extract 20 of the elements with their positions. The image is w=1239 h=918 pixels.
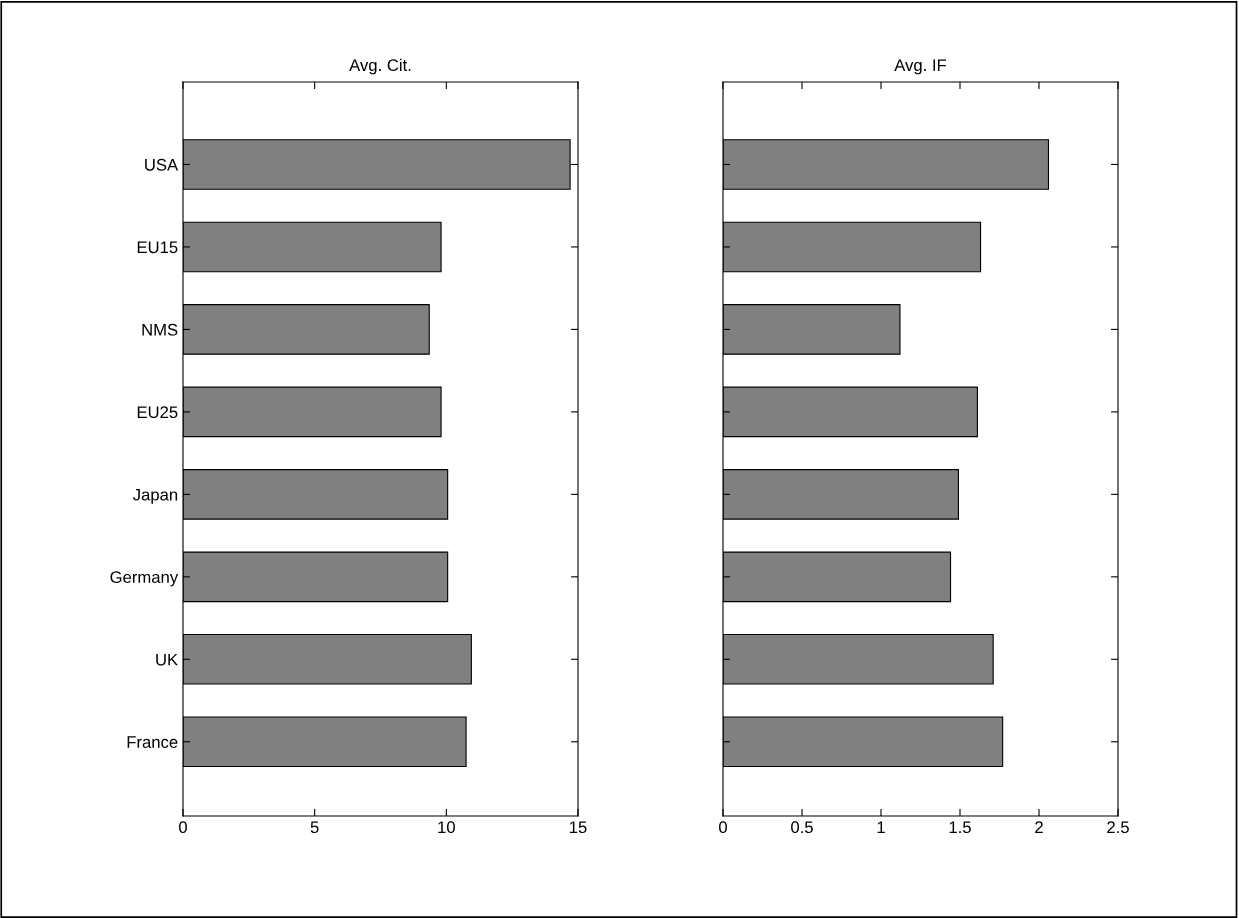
x-tick-label: 0: [719, 821, 727, 834]
y-tick-label: EU15: [137, 241, 178, 254]
x-tick-label: 2.5: [1107, 821, 1129, 834]
y-tick-label: Japan: [132, 488, 178, 504]
x-tick-label: 1.5: [949, 821, 971, 834]
x-tick-label: 0.5: [791, 821, 813, 834]
y-tick-label: Germany: [110, 571, 179, 587]
y-tick-label: UK: [156, 653, 178, 666]
chart-title: Avg. Cit.: [349, 58, 411, 75]
y-tick-label: USA: [145, 158, 179, 171]
x-tick-label: 10: [438, 821, 455, 834]
x-tick-label: 5: [310, 821, 319, 834]
x-tick-label: 0: [179, 821, 187, 834]
x-tick-label: 15: [570, 821, 587, 834]
y-tick-label: EU25: [137, 406, 178, 419]
y-tick-label: NMS: [142, 323, 178, 336]
y-tick-label: France: [127, 736, 178, 748]
x-tick-label: 2: [1035, 821, 1043, 833]
x-tick-label: 1: [877, 821, 885, 833]
chart-title: Avg. IF: [894, 59, 947, 75]
